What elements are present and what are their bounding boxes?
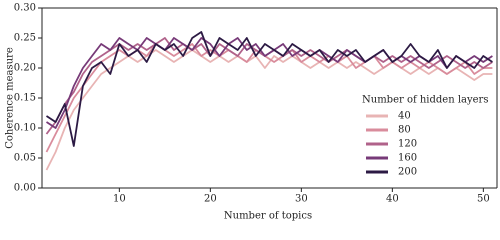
y-axis-label: Coherence measure bbox=[5, 47, 16, 149]
legend-label: 160 bbox=[398, 153, 417, 164]
legend-label: 80 bbox=[398, 125, 411, 136]
x-tick-label: 30 bbox=[295, 194, 308, 205]
y-tick-label: 0.00 bbox=[14, 183, 36, 194]
y-tick-label: 0.25 bbox=[14, 33, 36, 44]
y-tick-label: 0.10 bbox=[14, 123, 36, 134]
y-tick-label: 0.15 bbox=[14, 93, 36, 104]
series-line bbox=[45, 49, 493, 171]
x-axis-label: Number of topics bbox=[224, 211, 312, 222]
legend-label: 40 bbox=[398, 111, 411, 122]
legend-label: 120 bbox=[398, 139, 417, 150]
y-tick-label: 0.05 bbox=[14, 153, 36, 164]
chart: Number of topics Coherence measure 0.00 0… bbox=[5, 3, 498, 222]
x-tick-label: 50 bbox=[477, 194, 490, 205]
x-tick-label: 40 bbox=[386, 194, 399, 205]
legend-title: Number of hidden layers bbox=[362, 95, 488, 106]
x-tick-label: 10 bbox=[113, 194, 126, 205]
series-line bbox=[46, 37, 493, 129]
series-line bbox=[46, 31, 493, 147]
y-tick-label: 0.30 bbox=[14, 3, 36, 14]
legend-label: 200 bbox=[398, 167, 417, 178]
x-tick-label: 20 bbox=[204, 194, 217, 205]
y-tick-label: 0.20 bbox=[14, 63, 36, 74]
series-line bbox=[45, 43, 493, 153]
